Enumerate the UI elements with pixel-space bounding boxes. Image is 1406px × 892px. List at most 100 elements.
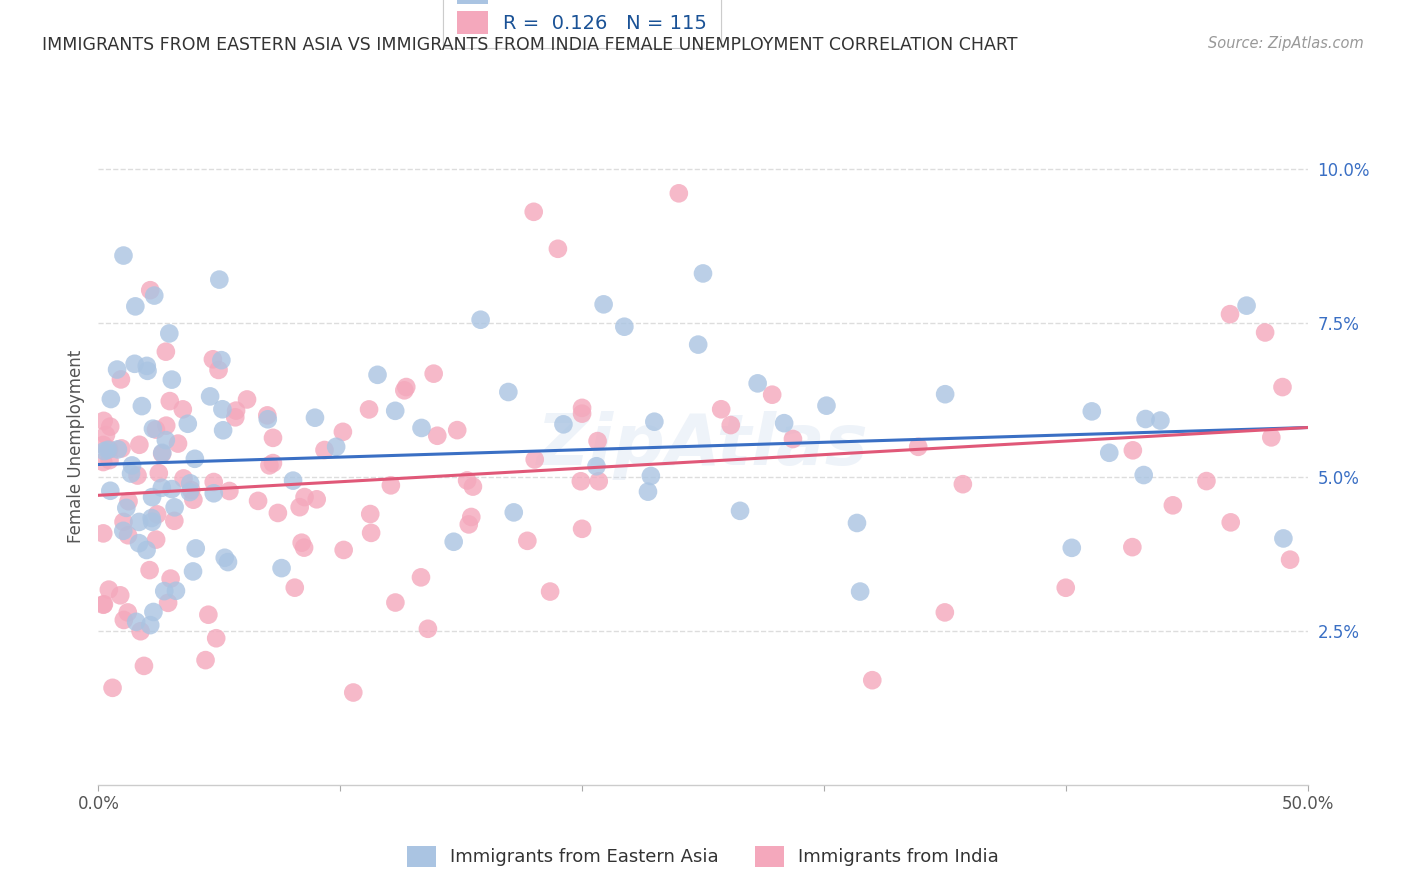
Point	[553, 417, 575, 432]
Point	[1272, 532, 1295, 546]
Point	[163, 500, 186, 515]
Point	[91, 598, 114, 612]
Point	[128, 438, 150, 452]
Point	[292, 541, 315, 555]
Point	[124, 299, 146, 313]
Point	[208, 272, 231, 286]
Point	[446, 423, 468, 437]
Point	[157, 326, 180, 341]
Point	[416, 622, 439, 636]
Point	[217, 555, 239, 569]
Point	[270, 561, 292, 575]
Point	[112, 613, 135, 627]
Point	[202, 486, 225, 500]
Point	[262, 456, 284, 470]
Point	[571, 522, 593, 536]
Point	[98, 483, 121, 498]
Point	[183, 492, 205, 507]
Point	[426, 429, 449, 443]
Point	[135, 543, 157, 558]
Point	[586, 434, 609, 449]
Point	[165, 583, 187, 598]
Point	[1219, 516, 1241, 530]
Point	[547, 242, 569, 256]
Point	[357, 402, 380, 417]
Point	[359, 507, 381, 521]
Point	[179, 476, 201, 491]
Point	[209, 353, 232, 368]
Point	[720, 418, 742, 433]
Point	[127, 468, 149, 483]
Point	[98, 442, 121, 457]
Point	[443, 534, 465, 549]
Point	[93, 444, 115, 458]
Point	[688, 337, 710, 351]
Point	[97, 582, 120, 597]
Point	[120, 467, 142, 481]
Point	[1121, 540, 1143, 554]
Point	[93, 414, 115, 428]
Point	[585, 459, 607, 474]
Point	[267, 506, 290, 520]
Point	[637, 484, 659, 499]
Point	[640, 469, 662, 483]
Point	[314, 442, 336, 457]
Point	[212, 423, 235, 437]
Point	[1260, 430, 1282, 444]
Point	[148, 466, 170, 480]
Point	[395, 380, 418, 394]
Point	[288, 500, 311, 515]
Point	[588, 475, 610, 489]
Point	[173, 471, 195, 485]
Point	[409, 570, 432, 584]
Point	[201, 352, 224, 367]
Point	[160, 373, 183, 387]
Point	[184, 451, 207, 466]
Point	[214, 550, 236, 565]
Point	[145, 423, 167, 437]
Point	[115, 500, 138, 515]
Point	[132, 659, 155, 673]
Point	[105, 362, 128, 376]
Point	[218, 483, 240, 498]
Point	[422, 367, 444, 381]
Point	[710, 402, 733, 417]
Point	[1219, 307, 1241, 321]
Point	[1098, 446, 1121, 460]
Point	[294, 490, 316, 504]
Point	[502, 505, 524, 519]
Point	[150, 446, 173, 460]
Point	[141, 490, 163, 504]
Point	[571, 401, 593, 415]
Point	[461, 480, 484, 494]
Point	[179, 485, 201, 500]
Point	[1081, 404, 1104, 418]
Point	[1149, 413, 1171, 427]
Point	[141, 515, 163, 529]
Point	[728, 504, 751, 518]
Point	[1060, 541, 1083, 555]
Point	[1254, 326, 1277, 340]
Point	[107, 442, 129, 457]
Point	[150, 447, 173, 461]
Point	[384, 595, 406, 609]
Point	[538, 584, 561, 599]
Point	[198, 389, 221, 403]
Point	[224, 410, 246, 425]
Point	[332, 425, 354, 439]
Point	[256, 412, 278, 426]
Point	[934, 606, 956, 620]
Point	[172, 402, 194, 417]
Point	[159, 394, 181, 409]
Point	[1161, 499, 1184, 513]
Point	[155, 418, 177, 433]
Point	[135, 359, 157, 373]
Point	[94, 428, 117, 442]
Point	[91, 455, 114, 469]
Point	[129, 624, 152, 639]
Point	[142, 605, 165, 619]
Point	[613, 319, 636, 334]
Point	[139, 618, 162, 632]
Point	[394, 384, 416, 398]
Legend: R = 0.030   N = 86, R =  0.126   N = 115: R = 0.030 N = 86, R = 0.126 N = 115	[443, 0, 721, 47]
